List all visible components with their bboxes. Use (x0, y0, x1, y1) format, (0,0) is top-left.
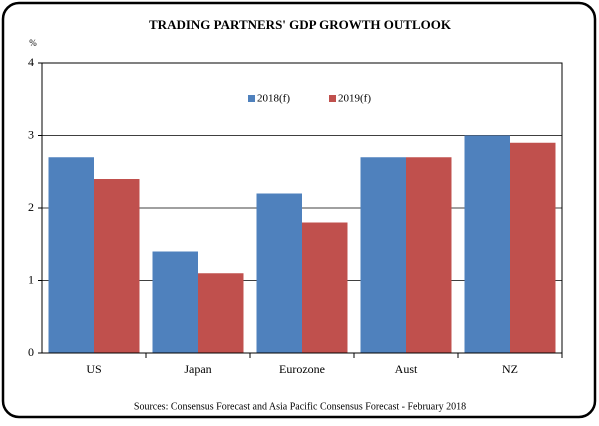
x-tick-label: NZ (502, 362, 518, 376)
plot-border (41, 62, 563, 354)
legend-label: 2019(f) (338, 93, 371, 105)
y-tick-label: 1 (28, 272, 34, 286)
bar (360, 157, 406, 353)
x-tick-label: US (86, 362, 101, 376)
legend-label: 2018(f) (257, 93, 290, 105)
bar (152, 251, 198, 353)
y-tick-label: 4 (28, 55, 34, 69)
chart-title: TRADING PARTNERS' GDP GROWTH OUTLOOK (149, 17, 452, 32)
y-tick-label: 0 (28, 345, 34, 359)
legend-swatch (329, 95, 336, 102)
source-note: Sources: Consensus Forecast and Asia Pac… (134, 401, 466, 412)
bar (302, 222, 348, 353)
bar (256, 193, 302, 353)
bar (94, 179, 140, 353)
bar (406, 157, 452, 353)
x-tick-label: Eurozone (279, 362, 325, 376)
bar (510, 142, 556, 353)
bar (198, 273, 244, 353)
x-tick-label: Aust (395, 362, 418, 376)
legend-swatch (248, 95, 255, 102)
bar (48, 157, 94, 353)
x-tick-label: Japan (184, 362, 211, 376)
y-tick-label: 3 (28, 127, 34, 141)
bar (464, 135, 510, 353)
y-axis-label: % (29, 38, 37, 48)
y-tick-label: 2 (28, 200, 34, 214)
